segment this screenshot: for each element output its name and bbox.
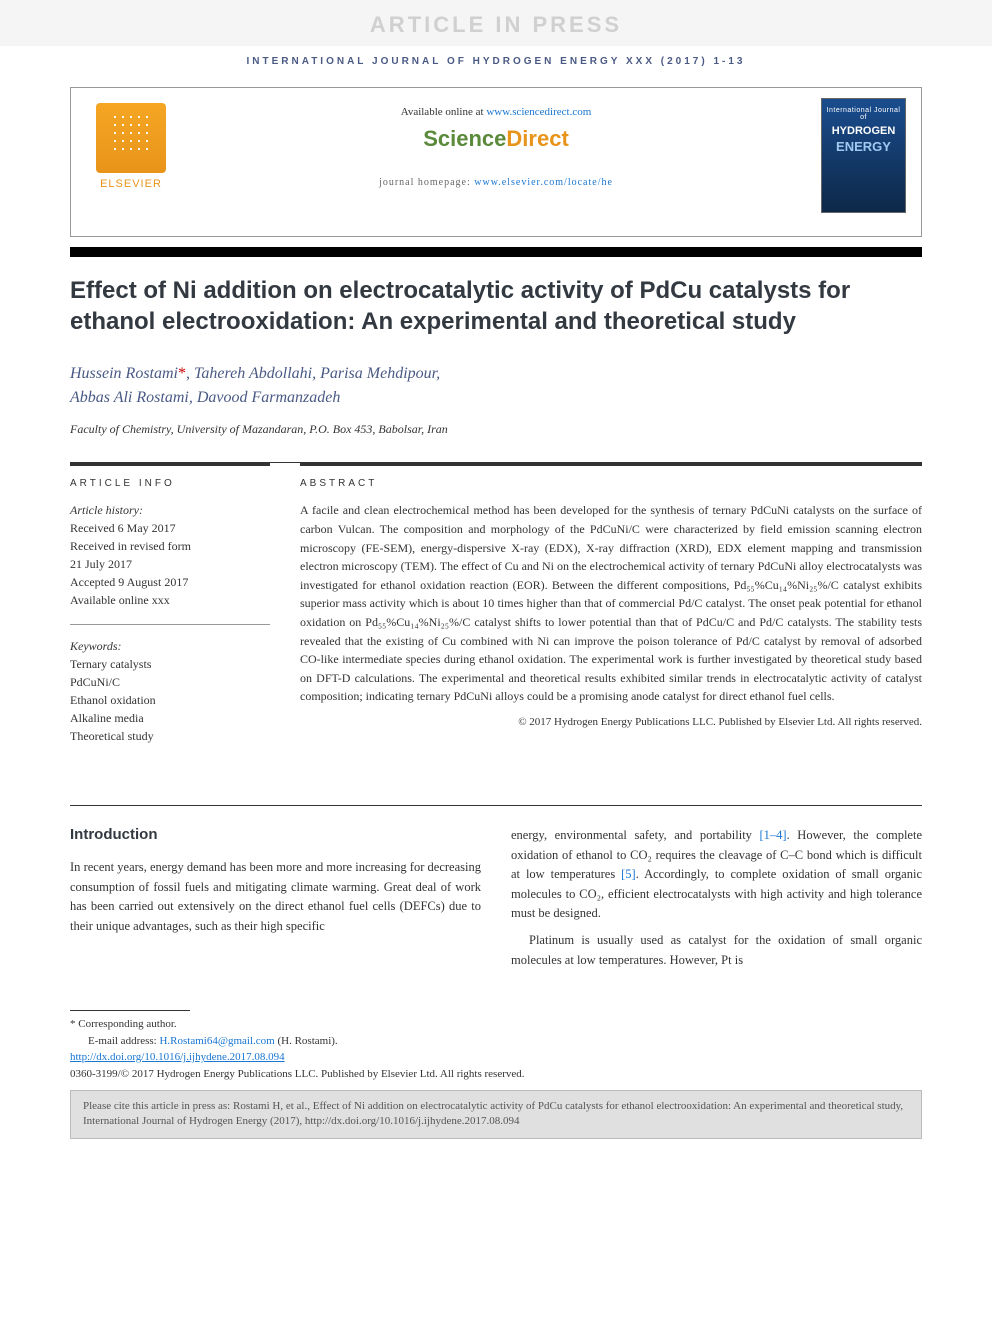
intro-para-2: energy, environmental safety, and portab… xyxy=(511,826,922,923)
footer-separator xyxy=(70,1010,190,1011)
revised-line1: Received in revised form xyxy=(70,537,270,555)
cover-sub-title: ENERGY xyxy=(822,139,905,154)
email-suffix: (H. Rostami). xyxy=(275,1035,338,1047)
body-text: In recent years, energy demand has been … xyxy=(70,826,922,970)
keyword: Theoretical study xyxy=(70,727,270,745)
sciencedirect-logo: ScienceDirect xyxy=(201,126,791,152)
article-history-block: Article history: Received 6 May 2017 Rec… xyxy=(70,501,270,625)
watermark-banner: ARTICLE IN PRESS xyxy=(0,0,992,46)
email-link[interactable]: H.Rostami64@gmail.com xyxy=(159,1035,274,1047)
accepted-date: Accepted 9 August 2017 xyxy=(70,573,270,591)
citation-box: Please cite this article in press as: Ro… xyxy=(70,1090,922,1139)
citation-link[interactable]: [1–4] xyxy=(760,828,787,842)
received-date: Received 6 May 2017 xyxy=(70,519,270,537)
intro-para-3: Platinum is usually used as catalyst for… xyxy=(511,931,922,970)
cover-main-title: HYDROGEN xyxy=(822,123,905,139)
keyword: Ternary catalysts xyxy=(70,655,270,673)
online-date: Available online xxx xyxy=(70,591,270,609)
abstract-copyright: © 2017 Hydrogen Energy Publications LLC.… xyxy=(300,716,922,728)
journal-homepage: journal homepage: www.elsevier.com/locat… xyxy=(201,177,791,188)
sd-direct-text: Direct xyxy=(506,126,568,151)
abstract-column: ABSTRACT A facile and clean electrochemi… xyxy=(300,463,922,745)
abstract-head: ABSTRACT xyxy=(300,478,922,489)
available-online-text: Available online at www.sciencedirect.co… xyxy=(201,106,791,118)
body-two-column: Introduction In recent years, energy dem… xyxy=(70,805,922,970)
abstract-text: A facile and clean electrochemical metho… xyxy=(300,501,922,706)
publisher-name: ELSEVIER xyxy=(86,178,176,190)
corresponding-author-note: * Corresponding author. xyxy=(70,1016,922,1033)
issn-copyright: 0360-3199/© 2017 Hydrogen Energy Publica… xyxy=(70,1066,922,1083)
info-abstract-row: ARTICLE INFO Article history: Received 6… xyxy=(70,462,922,745)
history-label: Article history: xyxy=(70,501,270,519)
available-prefix: Available online at xyxy=(401,106,487,118)
homepage-link[interactable]: www.elsevier.com/locate/he xyxy=(474,177,613,188)
corresponding-author-star: * xyxy=(178,365,186,382)
journal-header-box: ELSEVIER International Journal of HYDROG… xyxy=(70,87,922,237)
keyword: Alkaline media xyxy=(70,709,270,727)
keywords-label: Keywords: xyxy=(70,637,270,655)
watermark-text: ARTICLE IN PRESS xyxy=(370,12,622,37)
journal-cover-thumbnail: International Journal of HYDROGEN ENERGY xyxy=(821,98,906,213)
black-separator-bar xyxy=(70,247,922,257)
publisher-logo: ELSEVIER xyxy=(86,103,176,190)
sciencedirect-link[interactable]: www.sciencedirect.com xyxy=(486,106,591,118)
header-center: Available online at www.sciencedirect.co… xyxy=(91,106,901,188)
elsevier-tree-icon xyxy=(96,103,166,173)
email-line: E-mail address: H.Rostami64@gmail.com (H… xyxy=(70,1033,922,1050)
author-name: Hussein Rostami xyxy=(70,365,178,382)
keyword: Ethanol oxidation xyxy=(70,691,270,709)
author-names-line2: Abbas Ali Rostami, Davood Farmanzadeh xyxy=(70,389,340,406)
intro-para-1: In recent years, energy demand has been … xyxy=(70,858,481,936)
affiliation: Faculty of Chemistry, University of Maza… xyxy=(70,422,922,437)
introduction-heading: Introduction xyxy=(70,826,481,843)
article-info-column: ARTICLE INFO Article history: Received 6… xyxy=(70,463,270,745)
email-label: E-mail address: xyxy=(88,1035,159,1047)
keyword: PdCuNi/C xyxy=(70,673,270,691)
homepage-prefix: journal homepage: xyxy=(379,177,474,188)
article-info-head: ARTICLE INFO xyxy=(70,478,270,489)
article-footer: * Corresponding author. E-mail address: … xyxy=(70,1010,922,1082)
citation-link[interactable]: [5] xyxy=(621,867,636,881)
article-title: Effect of Ni addition on electrocatalyti… xyxy=(70,275,922,337)
keywords-block: Keywords: Ternary catalysts PdCuNi/C Eth… xyxy=(70,637,270,745)
author-names-cont: , Tahereh Abdollahi, Parisa Mehdipour, xyxy=(186,365,440,382)
running-head: INTERNATIONAL JOURNAL OF HYDROGEN ENERGY… xyxy=(0,46,992,77)
article-content: Effect of Ni addition on electrocatalyti… xyxy=(70,257,922,970)
cover-eyebrow: International Journal of xyxy=(822,99,905,123)
doi-link[interactable]: http://dx.doi.org/10.1016/j.ijhydene.201… xyxy=(70,1051,285,1063)
authors-list: Hussein Rostami*, Tahereh Abdollahi, Par… xyxy=(70,362,922,410)
revised-line2: 21 July 2017 xyxy=(70,555,270,573)
sd-science-text: Science xyxy=(423,126,506,151)
